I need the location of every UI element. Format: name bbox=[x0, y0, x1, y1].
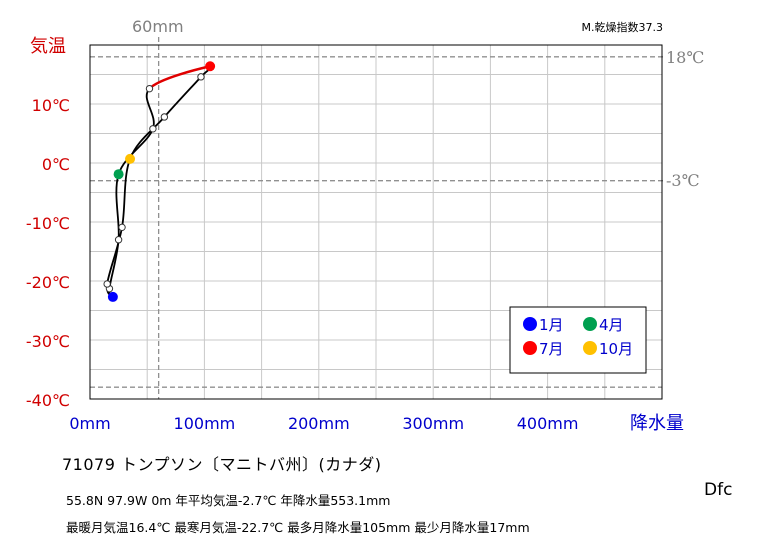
legend-label: 4月 bbox=[599, 316, 624, 334]
month-marker-4 bbox=[113, 169, 124, 180]
y-tick-label: 10℃ bbox=[32, 96, 70, 115]
y-tick-label: -20℃ bbox=[26, 273, 70, 292]
month-point bbox=[197, 73, 205, 81]
y-tick-label: 0℃ bbox=[42, 155, 70, 174]
curve-segment bbox=[163, 76, 202, 118]
temp-18-label: 18℃ bbox=[666, 48, 704, 67]
reference-lines bbox=[90, 37, 664, 399]
x-tick-label: 400mm bbox=[517, 414, 579, 433]
y-axis-title: 気温 bbox=[30, 36, 66, 57]
legend-label: 10月 bbox=[599, 340, 633, 358]
plot-frame bbox=[89, 44, 663, 400]
month-point bbox=[145, 84, 154, 93]
curve-segment bbox=[115, 173, 120, 240]
legend-swatch bbox=[523, 317, 537, 331]
x-tick-label: 200mm bbox=[288, 414, 350, 433]
x-tick-labels: 0mm 100mm 200mm 300mm 400mm bbox=[69, 414, 578, 433]
y-tick-label: -40℃ bbox=[26, 391, 70, 410]
precip-60mm-label: 60mm bbox=[132, 17, 184, 36]
month-point bbox=[103, 280, 111, 288]
legend-label: 7月 bbox=[539, 340, 564, 358]
curve-segment bbox=[121, 158, 131, 228]
curve-segment bbox=[117, 128, 154, 175]
station-summary-1: 55.8N 97.9W 0m 年平均気温-2.7℃ 年降水量553.1mm bbox=[66, 493, 391, 508]
y-tick-label: -30℃ bbox=[26, 332, 70, 351]
station-summary-2: 最暖月気温16.4℃ 最寒月気温-22.7℃ 最多月降水量105mm 最少月降水… bbox=[66, 520, 530, 535]
month-marker-7 bbox=[205, 61, 216, 72]
legend-swatch bbox=[523, 341, 537, 355]
y-tick-label: -10℃ bbox=[26, 214, 70, 233]
month-point bbox=[118, 223, 126, 232]
x-tick-label: 300mm bbox=[402, 414, 464, 433]
aridity-index: M.乾燥指数37.3 bbox=[581, 21, 663, 34]
month-point bbox=[160, 113, 169, 121]
grid-lines bbox=[90, 45, 662, 399]
legend: 1月 4月 7月 10月 bbox=[509, 306, 647, 374]
month-point bbox=[114, 236, 123, 244]
temp-minus3-label: -3℃ bbox=[666, 171, 699, 190]
month-point bbox=[149, 125, 157, 133]
legend-swatch bbox=[583, 317, 597, 331]
month-marker-1 bbox=[107, 291, 118, 302]
station-title: 71079 トンプソン〔マニトバ州〕(カナダ) bbox=[62, 455, 382, 474]
legend-swatch bbox=[583, 341, 597, 355]
climate-code: Dfc bbox=[704, 480, 733, 500]
curve-segment bbox=[106, 227, 123, 285]
legend-label: 1月 bbox=[539, 316, 564, 334]
y-tick-labels: -40℃ -30℃ -20℃ -10℃ 0℃ 10℃ bbox=[26, 96, 70, 410]
x-tick-label: 100mm bbox=[174, 414, 236, 433]
x-tick-label: 0mm bbox=[69, 414, 110, 433]
month-marker-10 bbox=[125, 153, 136, 164]
x-axis-title: 降水量 bbox=[630, 413, 684, 434]
climate-curve bbox=[103, 61, 216, 302]
curve-segment bbox=[145, 88, 155, 130]
